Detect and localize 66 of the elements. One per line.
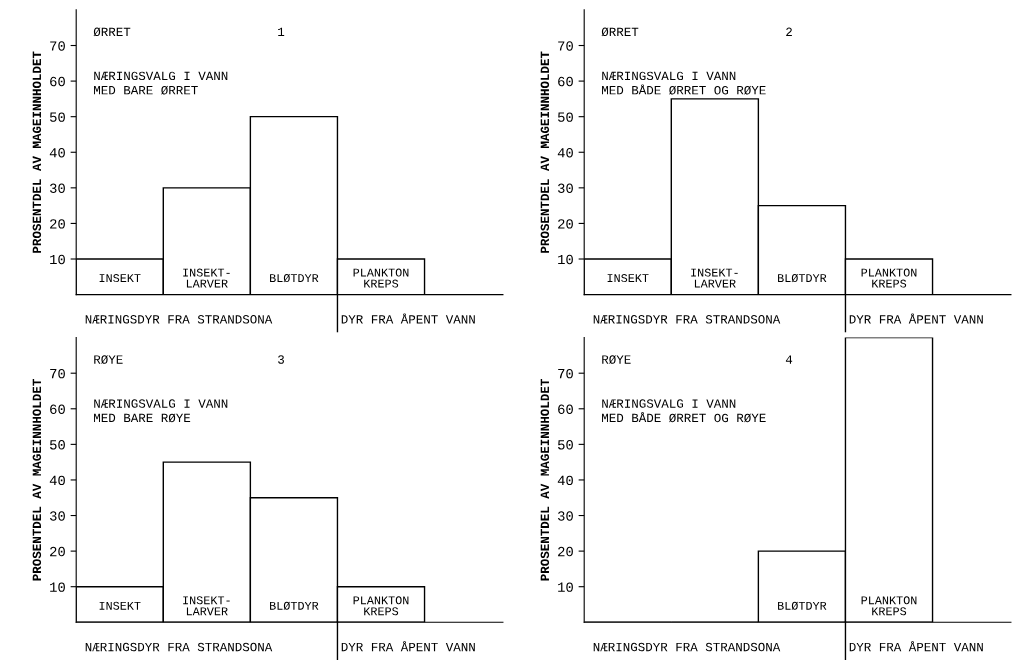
x-tick-label: INSEKT xyxy=(99,274,141,283)
x-tick-label: BLØTDYR xyxy=(778,273,827,283)
annotation: 4 xyxy=(785,355,793,364)
annotation: NÆRINGSVALG I VANN MED BARE ØRRET xyxy=(94,71,228,95)
y-tick-label: 30 xyxy=(49,511,65,521)
y-tick-label: 50 xyxy=(49,440,65,450)
y-tick-label: 30 xyxy=(49,183,65,194)
y-tick-label: 30 xyxy=(557,511,573,521)
x-tick-label: PLANKTON KREPS xyxy=(353,596,409,616)
x-tick-label: PLANKTON KREPS xyxy=(861,268,917,288)
y-tick-label: 10 xyxy=(558,254,573,265)
y-axis-title: PROSENTDEL AV MAGEINNHOLDET xyxy=(540,51,550,253)
annotation: RØYE xyxy=(602,355,631,364)
y-tick-label: 30 xyxy=(557,183,573,194)
text: DYR FRA ÅPENT VANN xyxy=(849,641,983,652)
x-tick-label: BLØTDYR xyxy=(778,601,827,610)
annotation: 3 xyxy=(278,355,284,364)
annotation: NÆRINGSVALG I VANN MED BÅDE ØRRET OG RØYE xyxy=(602,399,766,423)
y-axis-title: PROSENTDEL AV MAGEINNHOLDET xyxy=(540,379,550,581)
y-tick-label: 60 xyxy=(50,404,65,414)
y-tick-label: 20 xyxy=(50,219,65,229)
y-tick-label: 50 xyxy=(49,112,65,122)
x-tick-label: INSEKT- LARVER xyxy=(691,268,738,288)
text: NÆRINGSDYR FRA STRANDSONA xyxy=(85,315,273,324)
x-tick-label: INSEKT xyxy=(607,274,649,283)
x-tick-label: BLØTDYR xyxy=(270,601,319,610)
y-tick-label: 40 xyxy=(557,148,573,158)
text: NÆRINGSDYR FRA STRANDSONA xyxy=(593,642,781,652)
y-tick-label: 70 xyxy=(50,368,65,379)
y-tick-label: 50 xyxy=(557,112,573,122)
y-tick-label: 40 xyxy=(49,475,65,486)
y-tick-label: 40 xyxy=(557,475,573,486)
text: DYR FRA ÅPENT VANN xyxy=(849,313,983,324)
text: NÆRINGSDYR FRA STRANDSONA xyxy=(85,642,273,652)
x-tick-label: INSEKT- LARVER xyxy=(183,596,230,616)
x-tick-label: BLØTDYR xyxy=(270,273,319,283)
y-tick-label: 70 xyxy=(558,41,573,51)
annotation: 1 xyxy=(278,27,285,36)
annotation: RØYE xyxy=(94,355,123,364)
y-tick-label: 20 xyxy=(558,546,573,557)
annotation: NÆRINGSVALG I VANN MED BÅDE ØRRET OG RØYE xyxy=(602,71,766,95)
y-tick-label: 20 xyxy=(558,219,573,229)
y-tick-label: 50 xyxy=(557,440,573,450)
y-tick-label: 10 xyxy=(50,582,65,592)
y-tick-label: 20 xyxy=(50,546,65,557)
annotation: NÆRINGSVALG I VANN MED BARE RØYE xyxy=(94,399,228,423)
y-tick-label: 40 xyxy=(49,148,65,158)
x-tick-label: PLANKTON KREPS xyxy=(861,596,917,616)
annotation: ØRRET xyxy=(601,27,639,37)
y-tick-label: 60 xyxy=(50,76,65,87)
y-tick-label: 10 xyxy=(50,254,65,265)
text: NÆRINGSDYR FRA STRANDSONA xyxy=(593,315,781,324)
x-tick-label: PLANKTON KREPS xyxy=(353,268,409,288)
y-tick-label: 70 xyxy=(558,368,573,379)
text: DYR FRA ÅPENT VANN xyxy=(341,313,475,324)
annotation: ØRRET xyxy=(93,27,131,37)
x-tick-label: INSEKT xyxy=(99,601,141,610)
annotation: 2 xyxy=(786,27,792,36)
x-tick-label: INSEKT- LARVER xyxy=(183,268,230,288)
text: DYR FRA ÅPENT VANN xyxy=(341,641,475,652)
y-tick-label: 10 xyxy=(558,582,573,592)
y-axis-title: PROSENTDEL AV MAGEINNHOLDET xyxy=(32,379,42,581)
y-tick-label: 60 xyxy=(558,76,573,87)
y-axis-title: PROSENTDEL AV MAGEINNHOLDET xyxy=(32,51,42,253)
y-tick-label: 70 xyxy=(50,41,65,51)
y-tick-label: 60 xyxy=(558,404,573,414)
